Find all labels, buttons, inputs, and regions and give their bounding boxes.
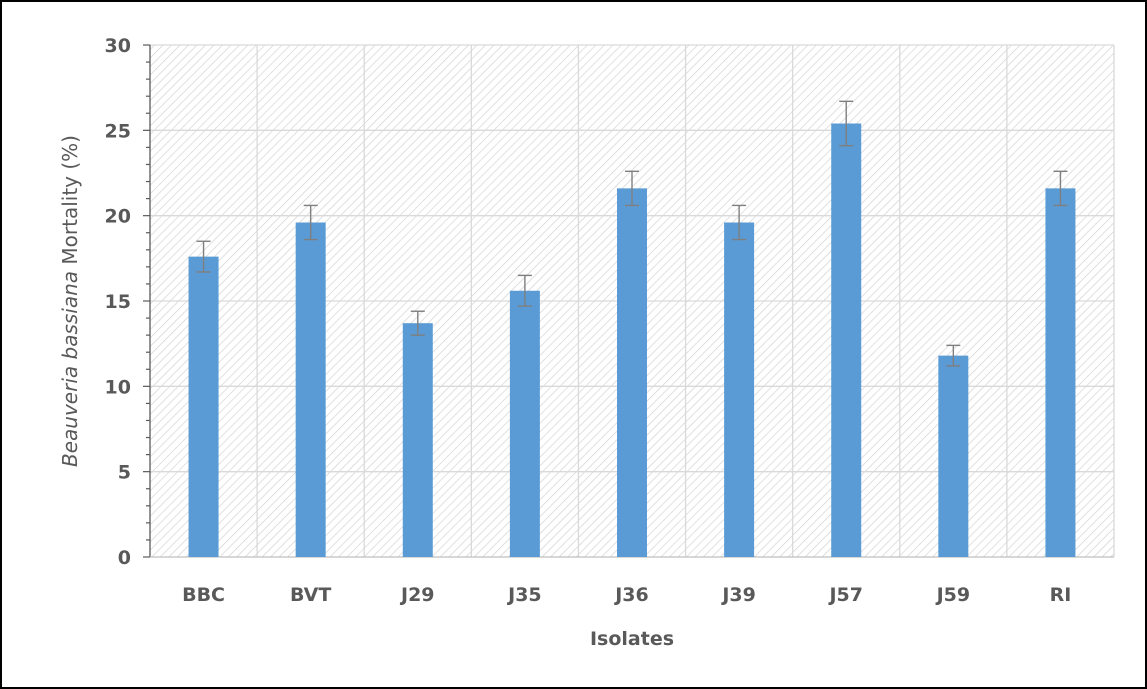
error-bar-bbc xyxy=(196,240,211,273)
x-tick-label-j39: J39 xyxy=(720,584,756,606)
bar-ri xyxy=(1045,188,1076,558)
error-bar-j57 xyxy=(839,100,854,147)
error-bar-j36 xyxy=(625,170,639,207)
error-bar-j35 xyxy=(517,274,532,307)
error-bars xyxy=(196,100,1068,367)
x-tick-label-bvt: BVT xyxy=(290,584,331,606)
x-tick-label-j29: J29 xyxy=(399,584,435,606)
bars xyxy=(188,123,1076,558)
y-tick-label: 0 xyxy=(118,547,131,569)
bar-bbc xyxy=(188,256,219,557)
error-bar-ri xyxy=(1053,170,1068,207)
error-bar-j29 xyxy=(410,310,425,336)
bar-j36 xyxy=(617,188,647,558)
bar-j39 xyxy=(724,222,755,557)
y-axis-title-rest: Mortality (%) xyxy=(58,135,82,271)
x-tick-label-j59: J59 xyxy=(935,584,971,606)
error-bar-bvt xyxy=(303,204,318,241)
x-tick-labels: BBC BVT J29 J35 J36 J39 J57 J59 RI xyxy=(182,584,1071,606)
y-tick-label: 15 xyxy=(105,291,131,313)
x-tick-label-bbc: BBC xyxy=(182,584,225,606)
x-tick-label-ri: RI xyxy=(1050,584,1072,606)
bar-j35 xyxy=(509,290,540,557)
y-tick-label: 30 xyxy=(105,35,131,57)
x-tick-label-j35: J35 xyxy=(506,584,542,606)
bar-j59 xyxy=(938,355,969,557)
x-tick-label-j57: J57 xyxy=(827,584,863,606)
bar-bvt xyxy=(295,222,326,557)
bar-j57 xyxy=(831,123,862,558)
error-bar-j39 xyxy=(732,204,747,241)
y-tick-label: 20 xyxy=(105,206,131,228)
y-tick-label: 25 xyxy=(105,120,131,142)
y-axis-title-italic: Beauveria bassiana xyxy=(58,271,82,467)
x-axis-title: Isolates xyxy=(590,628,674,650)
bar-j29 xyxy=(402,323,433,557)
y-tick-label: 10 xyxy=(105,376,131,398)
y-tick-labels: 0 5 10 15 20 25 30 xyxy=(105,35,131,569)
error-bar-j59 xyxy=(946,344,961,367)
y-tick-label: 5 xyxy=(118,462,131,484)
y-axis-title: Beauveria bassiana Mortality (%) xyxy=(58,135,82,467)
x-tick-label-j36: J36 xyxy=(613,584,649,606)
